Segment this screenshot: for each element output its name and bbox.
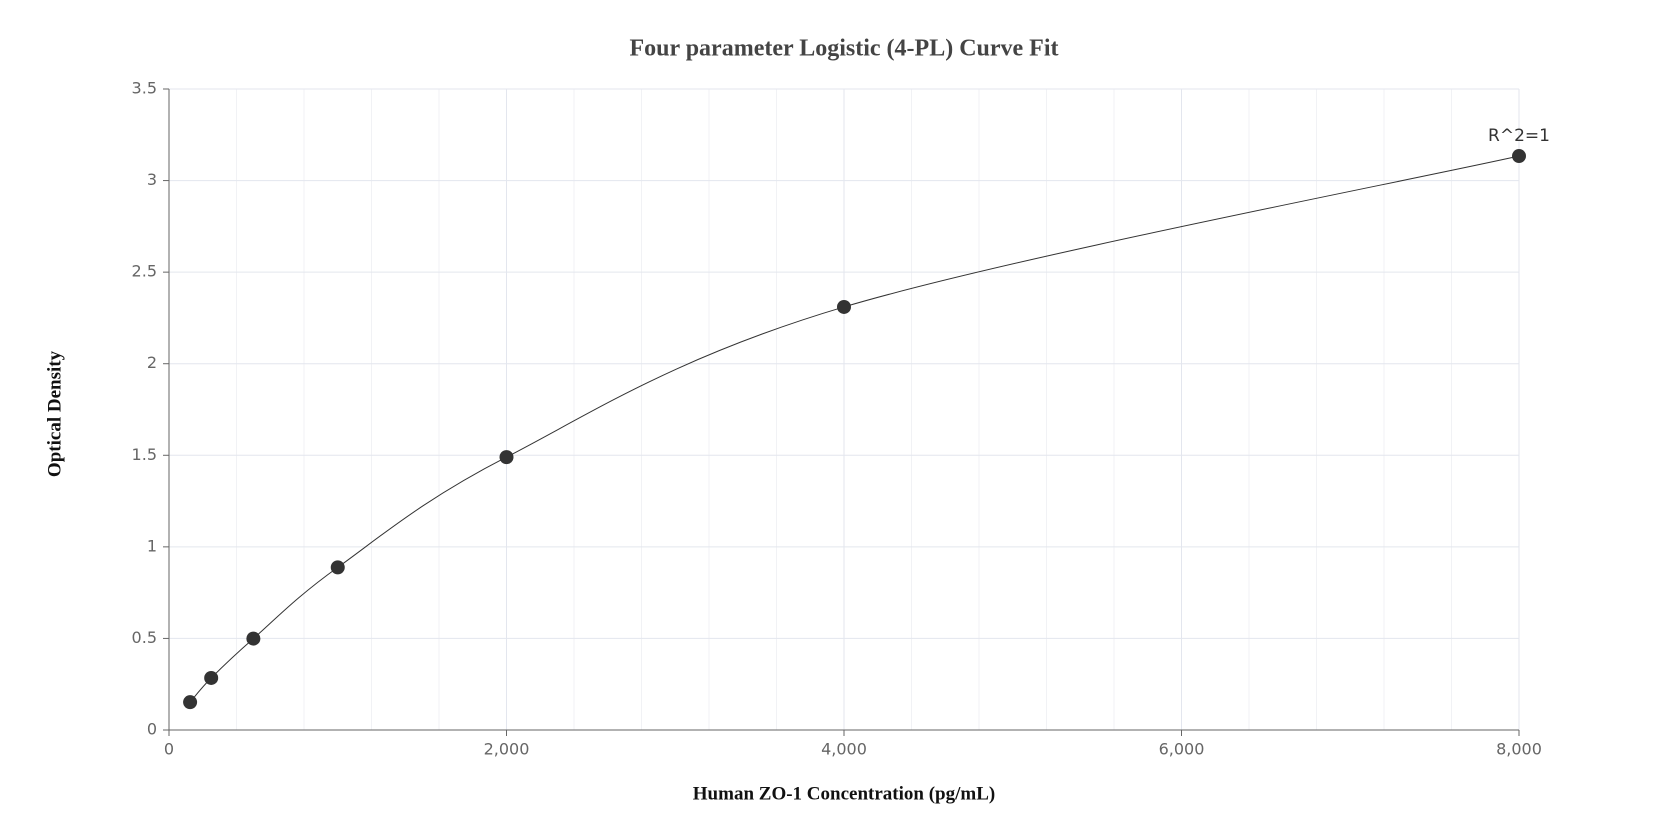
data-point: [1512, 149, 1526, 164]
y-tick-label: 3.5: [132, 79, 157, 98]
fit-curve: [189, 155, 1520, 703]
y-tick-label: 1: [147, 536, 157, 555]
data-point: [499, 450, 514, 465]
x-tick-label: 6,000: [1159, 740, 1205, 759]
x-tick-label: 8,000: [1496, 740, 1542, 759]
data-point: [246, 631, 261, 646]
y-axis-label: Optical Density: [44, 350, 65, 477]
y-tick-label: 1.5: [132, 445, 157, 464]
y-tick-label: 2: [147, 353, 157, 372]
y-tick-label: 0: [147, 720, 157, 739]
x-axis-label: Human ZO-1 Concentration (pg/mL): [693, 783, 995, 804]
x-tick-label: 2,000: [484, 740, 530, 759]
annotation: R^2=1: [1488, 126, 1550, 146]
x-tick-label: 4,000: [821, 740, 867, 759]
y-tick-label: 3: [147, 170, 157, 189]
y-tick-label: 0.5: [132, 628, 157, 647]
data-point: [204, 670, 219, 685]
y-tick-label: 2.5: [132, 262, 157, 281]
data-point: [330, 560, 345, 575]
data-point: [183, 695, 198, 710]
data-point: [837, 299, 851, 314]
x-tick-label: 0: [164, 740, 174, 759]
chart-title: Four parameter Logistic (4-PL) Curve Fit: [629, 36, 1058, 62]
